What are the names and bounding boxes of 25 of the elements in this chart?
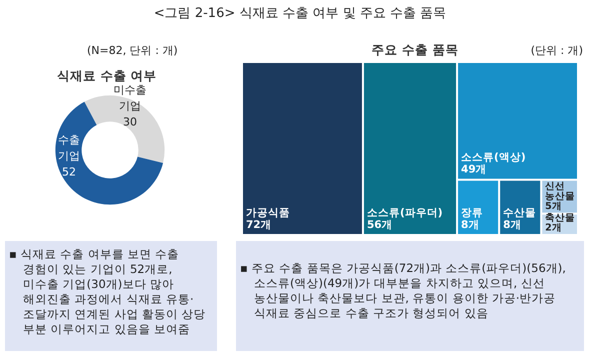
slice-label: 수출 기업 (58, 134, 80, 162)
category-label: 수산물 (503, 207, 536, 219)
data-label: 56개 (366, 219, 393, 231)
data-label: 8개 (461, 219, 480, 231)
category-label: 소스류(파우더) (366, 207, 443, 219)
category-label: 축산물 (545, 212, 576, 224)
data-label: 52 (62, 166, 76, 178)
chart-title: 식재료 수출 여부 (57, 68, 157, 83)
data-label: 8개 (503, 219, 522, 231)
text: (단위 : 개) (530, 44, 584, 57)
category-label: 가공식품 (246, 207, 290, 219)
text: 주요 수출 품목 (372, 42, 458, 57)
data-label: 30 (123, 116, 137, 128)
slice-label: 미수출 기업 (114, 84, 146, 112)
category-label: 소스류(액상) (461, 152, 526, 164)
text: ▪ 식재료 수출 여부를 보면 수출 경험이 있는 기업이 52개로, 미수출 기업(30개)보다 많아 해외진출 과정에서 식재료 유통·조달까지 연계된 사업 활동이 상당 부분 이루어지고 있음을 보여줌 (9, 247, 207, 337)
data-label: 49개 (461, 164, 487, 176)
data-label: 72개 (246, 219, 272, 231)
category-label: 장류 (461, 207, 484, 219)
category-label: 신선 농산물 (545, 181, 576, 202)
text: <그림 2-16> 식재료 수출 여부 및 주요 수출 품목 (152, 5, 448, 22)
data-label: 2개 (545, 222, 562, 234)
chart-subtitle: (N=82, 단위 : 개) (87, 44, 178, 57)
text: ▪ 주요 수출 품목은 가공식품(72개)과 소스류(파우더)(56개), 소스류(액상)(49개)가 대부분을 차지하고 있으며, 신선 농산물이나 축산물보다 보관, 유통이 용이한 가공·반가공 식재료 중심으로 수출 구조가 형성되어 있음 (240, 261, 567, 321)
data-label: 5개 (545, 201, 562, 212)
